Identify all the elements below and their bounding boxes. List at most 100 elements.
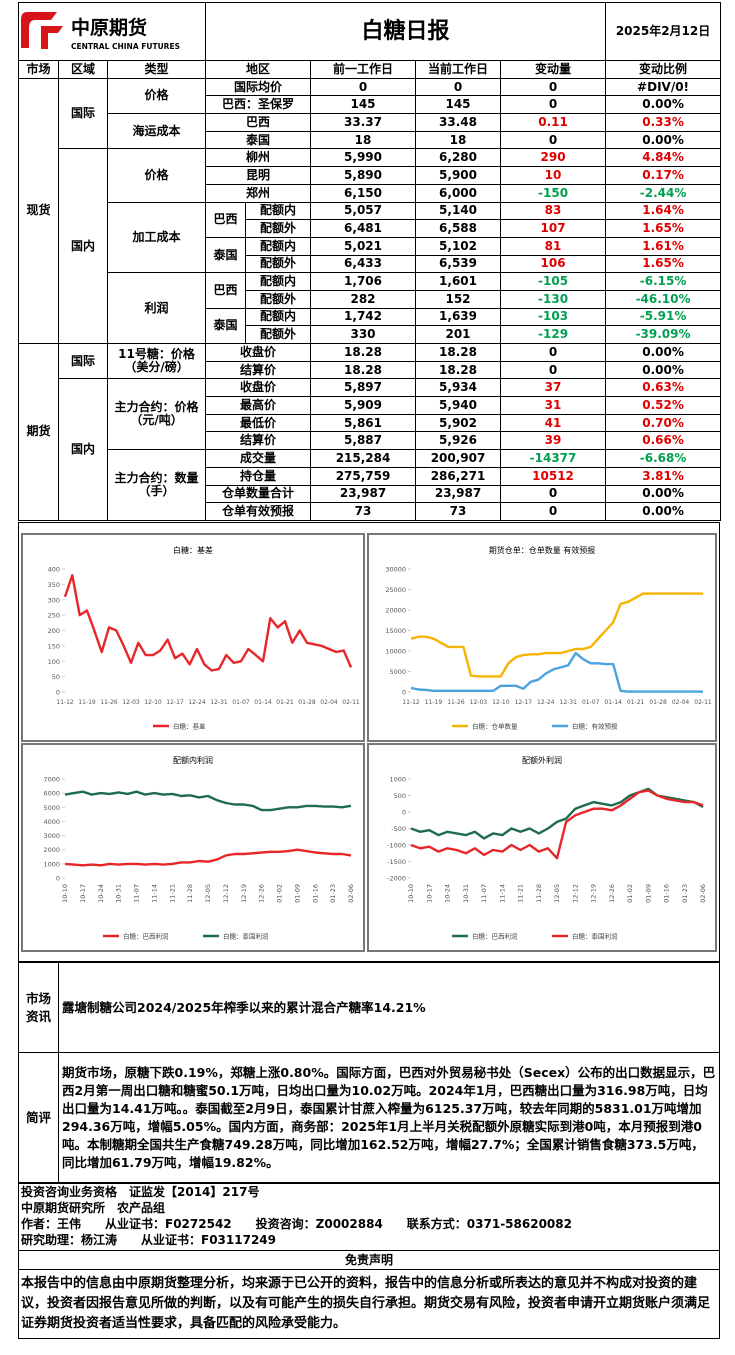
x-tick-label: 11-21 — [168, 884, 176, 903]
header-cell: 当前工作日 — [415, 60, 502, 79]
x-tick-label: 12-24 — [188, 699, 206, 706]
info-block: 投资咨询业务资格 证监发【2014】217号 中原期货研究所 农产品组 作者：王… — [18, 1183, 720, 1339]
value-cell: 330 — [310, 325, 417, 344]
y-tick-label: 0 — [56, 875, 60, 883]
chart: 白糖：基差 0 50 100 150 200 250 300 350 400 11-12 11-19 1… — [21, 533, 365, 742]
y-tick-label: 100 — [48, 658, 60, 666]
value-cell: -105 — [500, 272, 607, 291]
y-tick-label: 500 — [394, 792, 406, 800]
news-text: 露塘制糖公司2024/2025年榨季以来的累计混合产糖率14.21% — [58, 962, 720, 1053]
label-cell: 加工成本 — [106, 201, 207, 274]
value-cell: 37 — [500, 378, 607, 398]
x-tick-label: 11-07 — [133, 884, 141, 903]
label-cell: 配额内 — [245, 201, 312, 221]
value-cell: 0 — [415, 77, 502, 97]
logo-cn: 中原期货 — [71, 16, 147, 39]
x-tick-label: 02-04 — [320, 699, 338, 706]
value-cell: 1,601 — [415, 272, 502, 291]
x-tick-label: 01-14 — [254, 699, 272, 706]
y-tick-label: 30000 — [385, 566, 406, 574]
value-cell: 0.52% — [605, 396, 722, 415]
logo-en: CENTRAL CHINA FUTURES — [71, 42, 180, 51]
label-cell: 主力合约：数量（手） — [106, 449, 207, 521]
x-tick-label: 11-21 — [517, 884, 525, 903]
data-row: 国内 价格 柳州 5,990 6,280 290 4.84% — [19, 148, 722, 344]
value-cell: 275,759 — [310, 466, 417, 486]
x-tick-label: 01-28 — [649, 699, 667, 706]
data-row: 海运成本 巴西 33.37 33.48 0.11 0.33% — [19, 113, 722, 150]
value-cell: 145 — [415, 95, 502, 115]
value-cell: 5,990 — [310, 148, 417, 168]
label-cell: 巴西 — [205, 201, 247, 238]
report-table: 中原期货 CENTRAL CHINA FUTURES 白糖日报 2025年2月1… — [17, 2, 722, 521]
value-cell: 33.37 — [310, 113, 417, 132]
value-cell: 5,897 — [310, 378, 417, 398]
data-row: 泰国 配额内 1,742 1,639 -103 -5.91% — [19, 307, 722, 345]
label-cell: 最高价 — [205, 396, 312, 415]
value-cell: 107 — [500, 219, 607, 238]
label-cell: 成交量 — [205, 449, 312, 468]
header-cell: 变动量 — [500, 60, 607, 79]
value-cell: 0.63% — [605, 378, 722, 398]
info-line: 中原期货研究所 农产品组 — [21, 1201, 166, 1215]
value-cell: 282 — [310, 289, 417, 309]
label-cell: 巴西：圣保罗 — [205, 95, 312, 115]
y-tick-label: 20000 — [385, 607, 406, 615]
value-cell: 0 — [310, 77, 417, 97]
value-cell: 6,000 — [415, 183, 502, 203]
x-tick-label: 12-03 — [122, 699, 140, 706]
value-cell: -14377 — [500, 449, 607, 468]
value-cell: 1,639 — [415, 307, 502, 327]
info-line: 作者：王伟 从业证书：F0272542 投资咨询：Z0002884 联系方式：0… — [21, 1217, 572, 1231]
logo-icon — [41, 25, 63, 49]
value-cell: 0.00% — [605, 502, 722, 521]
y-tick-label: 300 — [48, 596, 60, 604]
data-row: 仓单有效预报 73 73 0 0.00% — [19, 502, 722, 521]
label-cell: 国内 — [58, 148, 108, 344]
value-cell: -39.09% — [605, 325, 722, 344]
label-cell: 仓单有效预报 — [205, 502, 312, 521]
x-tick-label: 12-24 — [537, 699, 555, 706]
x-tick-label: 01-14 — [604, 699, 622, 706]
x-tick-label: 01-21 — [276, 699, 294, 706]
value-cell: 6,481 — [310, 219, 417, 238]
y-tick-label: 25000 — [385, 586, 406, 594]
label-cell: 结算价 — [205, 360, 312, 380]
label-cell: 配额内 — [245, 272, 312, 291]
x-tick-label: 10-31 — [462, 884, 470, 903]
value-cell: 0.33% — [605, 113, 722, 132]
x-tick-label: 10-31 — [115, 884, 123, 903]
value-cell: 18.28 — [310, 360, 417, 380]
chart: 期货仓单：仓单数量 有效预报 0 5000 10000 15000 20000 25000 3… — [367, 533, 717, 742]
label-cell: 价格 — [106, 148, 207, 203]
y-tick-label: 350 — [48, 581, 60, 589]
x-tick-label: 01-09 — [293, 884, 301, 903]
value-cell: 0 — [500, 484, 607, 504]
line-series — [410, 592, 704, 678]
data-row: 现货 国际 价格 国际均价 0 0 0 #DIV/0! — [18, 77, 722, 345]
value-cell: -6.68% — [605, 449, 722, 468]
value-cell: 5,926 — [415, 431, 502, 451]
header-cell: 地区 — [205, 60, 312, 79]
y-tick-label: 1000 — [43, 860, 60, 868]
value-cell: 10512 — [500, 466, 607, 486]
x-tick-label: 01-28 — [298, 699, 316, 706]
value-cell: 81 — [500, 236, 607, 256]
value-cell: 73 — [310, 502, 417, 521]
data-row: 结算价 5,887 5,926 39 0.66% — [19, 431, 722, 451]
value-cell: 18.28 — [310, 343, 417, 362]
legend-label: 白糖：巴西利润 — [472, 932, 518, 941]
label-cell: 配额外 — [245, 254, 312, 274]
x-tick-label: 01-21 — [627, 699, 645, 706]
label-cell: 配额内 — [245, 236, 312, 256]
info-line: 投资咨询业务资格 证监发【2014】217号 — [21, 1185, 260, 1199]
report-title: 白糖日报 — [205, 2, 607, 61]
y-tick-label: 0 — [402, 689, 406, 697]
data-row: 期货 国际 11号糖：价格（美分/磅） 收盘价 18.28 18.28 0 0.00% — [18, 342, 722, 521]
x-tick-label: 01-23 — [329, 884, 337, 903]
data-row: 泰国 18 18 0 0.00% — [19, 130, 722, 150]
value-cell: 0.00% — [605, 130, 722, 150]
value-cell: #DIV/0! — [605, 77, 722, 97]
legend-label: 白糖：仓单数量 — [472, 722, 518, 731]
